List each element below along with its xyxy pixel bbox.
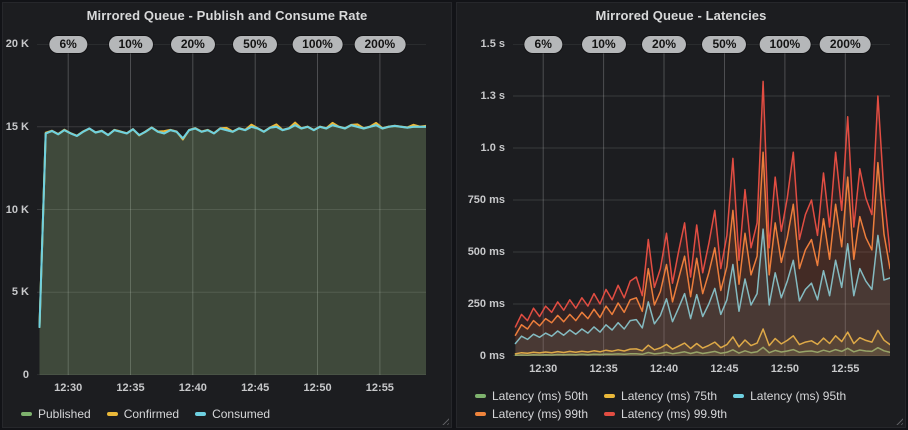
x-tick-label: 12:35 xyxy=(116,382,145,394)
x-tick-label: 12:35 xyxy=(589,363,618,375)
x-tick-label: 12:40 xyxy=(178,382,207,394)
annotation-pill[interactable]: 10% xyxy=(581,36,626,53)
legend-label: Latency (ms) 75th xyxy=(621,389,718,403)
legend-label: Latency (ms) 95th xyxy=(750,389,847,403)
series-fill-latency-ms-99th xyxy=(515,152,890,356)
y-tick-label: 250 ms xyxy=(467,298,505,310)
legend-label: Published xyxy=(38,407,91,421)
rate-chart-plot xyxy=(37,44,426,375)
y-tick-label: 1.3 s xyxy=(480,90,505,102)
y-tick-label: 20 K xyxy=(5,38,29,50)
series-line-latency-ms-99th xyxy=(514,151,890,336)
legend-label: Latency (ms) 99.9th xyxy=(621,407,728,421)
legend-swatch xyxy=(733,394,745,398)
legend-label: Confirmed xyxy=(123,407,180,421)
series-fill-latency-ms-99-9th xyxy=(515,81,890,356)
x-tick-label: 12:45 xyxy=(241,382,270,394)
legend-swatch xyxy=(475,412,486,416)
legend-swatch xyxy=(475,394,486,398)
legend-label: Latency (ms) 99th xyxy=(492,407,589,421)
legend-label: Consumed xyxy=(212,407,271,421)
legend-item-latency-ms-50th[interactable]: Latency (ms) 50th xyxy=(475,387,588,405)
legend-label: Latency (ms) 50th xyxy=(492,389,589,403)
annotation-pill[interactable]: 6% xyxy=(524,36,562,53)
series-fill-latency-ms-75th xyxy=(515,329,890,356)
panel-publish-consume-rate: Mirrored Queue - Publish and Consume Rat… xyxy=(2,2,452,428)
y-tick-label: 0 ms xyxy=(479,350,505,362)
annotation-pill[interactable]: 20% xyxy=(170,36,215,53)
y-tick-label: 5 K xyxy=(11,286,29,299)
y-tick-label: 15 K xyxy=(5,120,29,133)
y-tick-label: 500 ms xyxy=(467,246,505,258)
series-fill-latency-ms-50th xyxy=(515,347,890,356)
series-fill-published xyxy=(39,125,426,375)
legend-swatch xyxy=(604,394,616,398)
legend: Latency (ms) 50th Latency (ms) 75th Latenc… xyxy=(475,385,862,421)
legend: Published Confirmed Consumed xyxy=(21,403,286,421)
x-tick-label: 12:40 xyxy=(649,363,679,375)
panel-title[interactable]: Mirrored Queue - Latencies xyxy=(595,8,767,23)
x-tick-label: 12:30 xyxy=(54,382,83,394)
x-tick-label: 12:55 xyxy=(831,363,860,375)
series-line-latency-ms-75th xyxy=(514,328,890,355)
legend-item-latency-ms-95th[interactable]: Latency (ms) 95th xyxy=(733,387,846,405)
annotation-pill[interactable]: 50% xyxy=(233,36,278,53)
legend-swatch xyxy=(195,412,207,416)
legend-swatch xyxy=(21,412,32,416)
legend-item-confirmed[interactable]: Confirmed xyxy=(106,405,180,423)
annotation-pill[interactable]: 50% xyxy=(702,36,747,53)
latency-chart-plot xyxy=(513,44,890,356)
series-fill-confirmed xyxy=(39,122,426,375)
legend-item-latency-ms-75th[interactable]: Latency (ms) 75th xyxy=(604,387,717,405)
x-tick-label: 12:50 xyxy=(770,363,799,375)
legend-item-latency-ms-99-9th[interactable]: Latency (ms) 99.9th xyxy=(604,405,727,423)
legend-item-consumed[interactable]: Consumed xyxy=(195,405,270,423)
legend-swatch xyxy=(106,412,118,416)
x-tick-label: 12:45 xyxy=(710,363,739,375)
x-tick-label: 12:50 xyxy=(303,382,332,394)
panel-resize-handle[interactable] xyxy=(440,416,449,425)
series-fill-latency-ms-95th xyxy=(515,229,890,356)
annotation-pill[interactable]: 100% xyxy=(292,36,343,53)
annotation-pill[interactable]: 200% xyxy=(354,36,406,53)
y-tick-label: 750 ms xyxy=(467,194,505,206)
legend-swatch xyxy=(604,412,616,416)
x-tick-label: 12:30 xyxy=(529,363,558,375)
panel-latencies: Mirrored Queue - Latencies 0 ms 250 ms 500… xyxy=(456,2,906,428)
y-tick-label: 1.0 s xyxy=(480,142,505,154)
legend-item-latency-ms-99th[interactable]: Latency (ms) 99th xyxy=(475,405,588,423)
y-tick-label: 0 xyxy=(22,369,29,381)
annotation-pill[interactable]: 20% xyxy=(642,36,687,53)
annotation-pill[interactable]: 6% xyxy=(49,36,87,53)
annotation-pill[interactable]: 100% xyxy=(759,36,811,53)
series-line-latency-ms-50th xyxy=(514,346,890,356)
series-fill-consumed xyxy=(39,125,426,375)
annotation-pill[interactable]: 10% xyxy=(108,36,153,53)
panel-title[interactable]: Mirrored Queue - Publish and Consume Rat… xyxy=(86,8,368,23)
y-tick-label: 1.5 s xyxy=(480,38,505,50)
annotation-pill[interactable]: 200% xyxy=(819,36,871,53)
x-tick-label: 12:55 xyxy=(365,382,394,394)
panel-resize-handle[interactable] xyxy=(894,416,903,425)
series-line-consumed xyxy=(38,124,426,328)
y-tick-label: 10 K xyxy=(5,203,29,216)
series-line-latency-ms-95th xyxy=(514,228,890,345)
series-line-latency-ms-99-9th xyxy=(514,80,890,328)
legend-item-published[interactable]: Published xyxy=(21,405,91,423)
